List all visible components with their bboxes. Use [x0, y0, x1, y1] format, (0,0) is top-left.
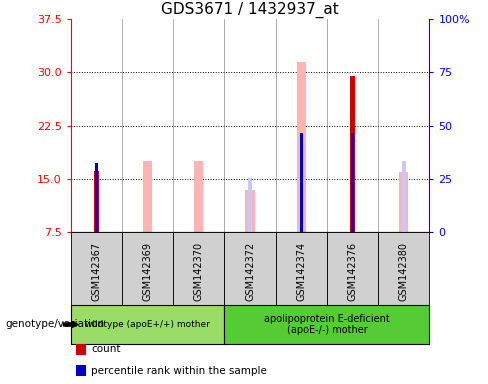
Bar	[94, 170, 99, 232]
Bar	[300, 133, 303, 232]
Text: GSM142376: GSM142376	[347, 242, 358, 301]
Bar	[245, 190, 255, 232]
Text: GSM142372: GSM142372	[245, 242, 255, 301]
Text: GSM142380: GSM142380	[399, 242, 409, 301]
Title: GDS3671 / 1432937_at: GDS3671 / 1432937_at	[161, 2, 339, 18]
Bar	[399, 172, 408, 232]
Text: apolipoprotein E-deficient
(apoE-/-) mother: apolipoprotein E-deficient (apoE-/-) mot…	[264, 314, 390, 335]
Text: count: count	[91, 344, 121, 354]
Text: GSM142370: GSM142370	[194, 242, 204, 301]
Bar	[402, 161, 406, 232]
Bar	[95, 164, 98, 232]
Text: GSM142369: GSM142369	[142, 242, 153, 301]
Bar	[297, 62, 306, 232]
Text: GSM142367: GSM142367	[91, 242, 102, 301]
Bar	[248, 178, 252, 232]
Text: GSM142374: GSM142374	[296, 242, 306, 301]
Bar	[350, 76, 355, 232]
Bar	[194, 161, 203, 232]
Text: genotype/variation: genotype/variation	[5, 319, 104, 329]
Text: percentile rank within the sample: percentile rank within the sample	[91, 366, 267, 376]
Bar	[300, 133, 303, 232]
Bar	[143, 161, 152, 232]
Text: wildtype (apoE+/+) mother: wildtype (apoE+/+) mother	[85, 320, 210, 329]
Bar	[351, 133, 354, 232]
